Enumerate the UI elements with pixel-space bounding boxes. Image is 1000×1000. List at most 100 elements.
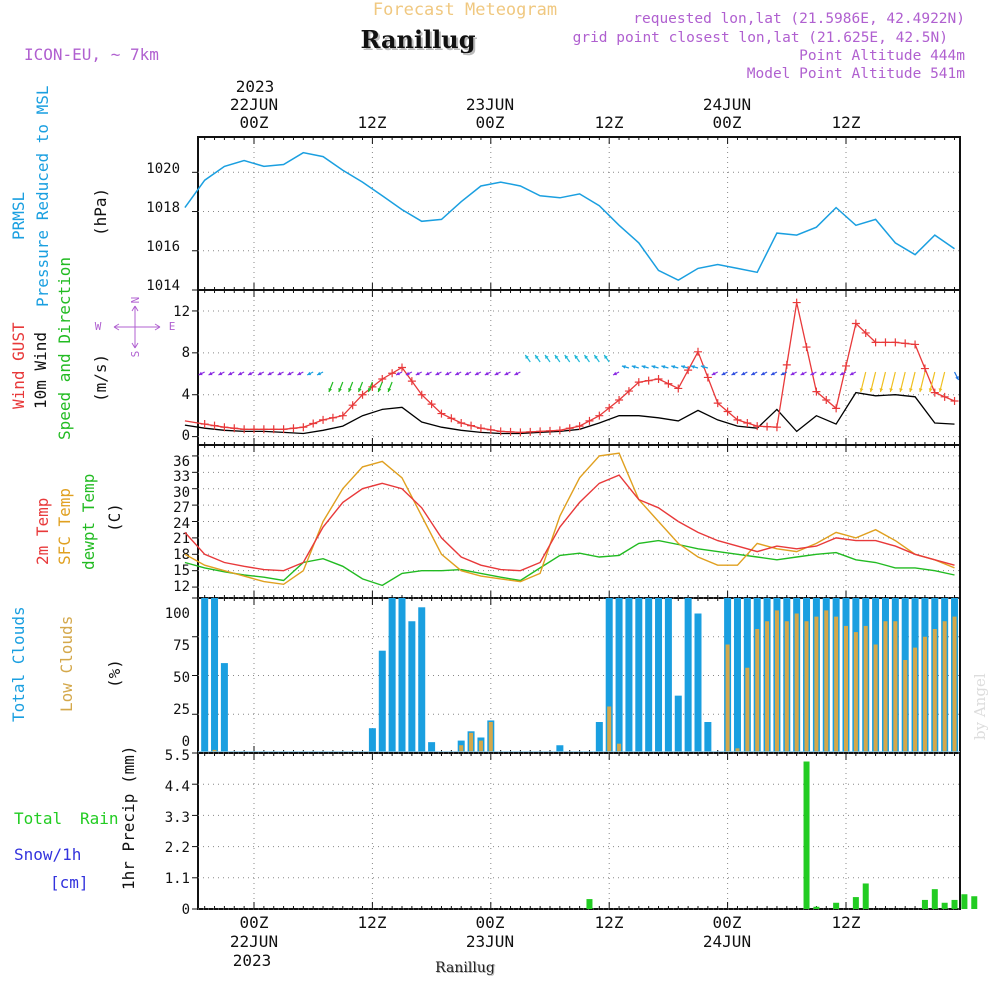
- wind-arrow-head: [751, 371, 756, 376]
- low-cloud-bar: [607, 706, 612, 753]
- rain-bar: [941, 902, 948, 909]
- gust-marker: [565, 424, 574, 433]
- snow-unit: [cm]: [50, 873, 89, 892]
- rain-label-rain: Rain: [80, 809, 119, 828]
- low-cloud-bar: [853, 632, 858, 753]
- compass-south: S: [129, 351, 142, 358]
- low-cloud-bar: [469, 732, 474, 753]
- wind-arrow-head: [267, 371, 272, 376]
- gust-marker: [950, 397, 959, 406]
- wind-arrow-head: [741, 371, 746, 376]
- gust-marker: [743, 419, 752, 428]
- y-tick-label: 18: [173, 547, 190, 563]
- total-cloud-bar: [694, 613, 702, 753]
- wind-arrow-head: [631, 365, 636, 369]
- top-hour-label: 12Z: [595, 113, 624, 132]
- low-cloud-bar: [863, 625, 868, 753]
- wind-arrow-head: [455, 371, 460, 376]
- total-cloud-bar: [220, 663, 228, 753]
- gust-marker: [467, 421, 476, 430]
- y-tick-label: 1018: [146, 200, 180, 216]
- low-cloud-bar: [844, 625, 848, 753]
- gust-marker: [822, 395, 831, 404]
- rain-bar: [586, 899, 593, 909]
- gust-marker: [279, 425, 288, 434]
- pressure-line: [184, 151, 955, 282]
- low-cloud-bar: [745, 667, 750, 753]
- grid-point-coords: grid point closest lon,lat (21.625E, 42.…: [573, 30, 948, 46]
- bottom-hour-label: 00Z: [240, 913, 269, 932]
- model-label: ICON-EU, ~ 7km: [24, 45, 159, 64]
- wind-arrow-head: [474, 371, 479, 376]
- low-cloud-bar: [774, 610, 779, 753]
- precip-panel: [192, 752, 978, 910]
- y-tick-label: 15: [173, 563, 190, 579]
- gust-marker: [496, 427, 505, 436]
- wind-arrow-head: [641, 365, 646, 369]
- low-cloud-bar: [765, 621, 770, 753]
- top-hour-label: 00Z: [476, 113, 505, 132]
- total-cloud-bar: [398, 598, 406, 753]
- rain-bar: [961, 894, 968, 909]
- bottom-hour-label: 12Z: [595, 913, 624, 932]
- y-tick-label: 0: [182, 734, 190, 750]
- total-cloud-bar: [556, 745, 564, 753]
- wind-arrow-head: [228, 371, 233, 376]
- y-tick-label: 1016: [146, 239, 180, 255]
- gust-marker: [861, 328, 870, 337]
- wind-arrow-head: [248, 371, 252, 376]
- total-cloud-bar: [605, 598, 613, 753]
- gust-marker: [763, 422, 772, 431]
- total-cloud-bar: [428, 742, 436, 753]
- total-cloud-bar: [674, 695, 682, 753]
- wind-arrow-head: [938, 388, 943, 392]
- wind-arrow-head: [651, 365, 656, 369]
- wind-arrow-head: [277, 371, 282, 376]
- gust-marker: [615, 395, 624, 404]
- bottom-hour-label: 00Z: [476, 913, 505, 932]
- low-cloud-bar: [617, 743, 622, 753]
- wind-arrow-head: [661, 365, 666, 369]
- gust-marker: [634, 378, 643, 387]
- gust-marker: [328, 413, 337, 422]
- watermark: by Angel: [971, 673, 989, 740]
- gust-marker: [575, 422, 584, 431]
- wind-arrow-head: [504, 371, 509, 376]
- gust-marker: [309, 419, 318, 428]
- wind-arrow-head: [830, 371, 835, 376]
- gust-marker: [555, 426, 564, 435]
- bottom-day-label: 23JUN: [466, 932, 514, 951]
- model-point-altitude: Model Point Altitude 541m: [747, 66, 966, 82]
- y-tick-label: 3.3: [165, 810, 190, 826]
- wind-arrow-head: [387, 388, 392, 392]
- wind-arrow-head: [909, 388, 913, 392]
- total-clouds-label: Total Clouds: [9, 606, 28, 722]
- total-cloud-bar: [625, 598, 633, 753]
- gust-marker: [654, 375, 663, 384]
- gust-marker: [200, 420, 209, 429]
- y-tick-label: 1.1: [165, 871, 190, 887]
- temp2m-label: 2m Temp: [33, 498, 52, 565]
- cloud-panel: [192, 597, 961, 754]
- wind-gust-line: [184, 302, 955, 434]
- total-cloud-bar: [664, 598, 672, 753]
- gust-marker: [437, 409, 446, 418]
- rain-bar: [862, 883, 869, 909]
- wind-arrow-head: [928, 388, 933, 392]
- gust-marker: [782, 360, 791, 369]
- y-tick-label: 0: [182, 902, 190, 918]
- gust-marker: [871, 338, 880, 347]
- total-cloud-bar: [645, 598, 653, 753]
- station-title-shadow: Ranillug: [362, 27, 477, 56]
- rain-label-total: Total: [14, 809, 62, 828]
- wind-arrow-head: [377, 388, 382, 392]
- y-tick-label: 4.4: [165, 779, 190, 795]
- wind-arrow-head: [604, 355, 608, 359]
- total-cloud-bar: [418, 607, 426, 753]
- cloud-unit: (%): [105, 659, 124, 688]
- pressure-unit: (hPa): [91, 188, 110, 236]
- gust-marker: [585, 416, 594, 425]
- low-cloud-bar: [814, 616, 819, 753]
- gust-marker: [368, 382, 377, 391]
- gust-marker: [644, 376, 653, 385]
